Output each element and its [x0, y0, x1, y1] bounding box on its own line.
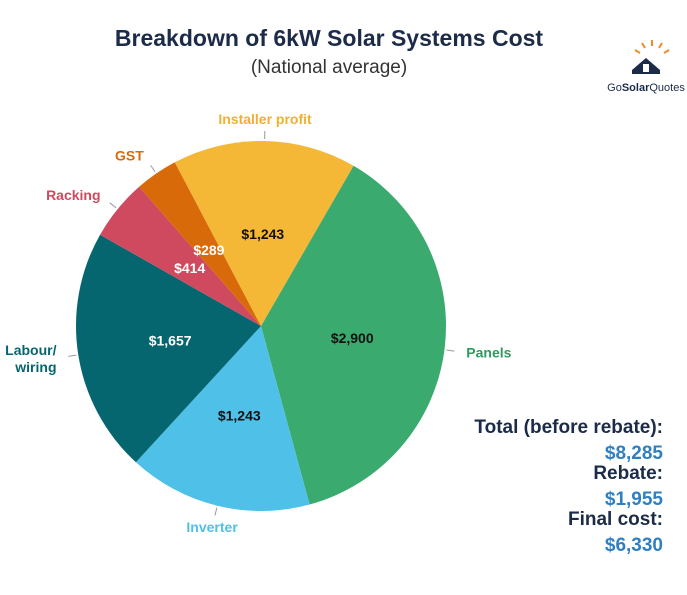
category-label: Inverter — [186, 519, 238, 535]
value-label: $2,900 — [331, 330, 374, 346]
pie-slice — [135, 326, 310, 511]
summary-value: $8,285 — [604, 443, 663, 464]
leader-line — [446, 349, 455, 352]
value-label: $414 — [174, 260, 205, 276]
pie-slice — [261, 165, 447, 505]
category-label: Installer profit — [218, 111, 312, 127]
summary-label: Rebate: — [593, 463, 663, 484]
logo-text: GoSolarQuotes — [607, 82, 685, 94]
value-label: $1,657 — [149, 332, 192, 348]
category-label: Panels — [466, 345, 511, 361]
pie-slice — [100, 186, 261, 326]
chart-title: Breakdown of 6kW Solar Systems Cost — [115, 25, 544, 51]
pie-slice — [75, 234, 262, 463]
leader-line — [68, 354, 77, 357]
pie-slice — [174, 141, 354, 326]
leader-line — [214, 507, 218, 516]
category-label: Labour/wiring — [5, 342, 56, 375]
pie-slice — [139, 162, 261, 326]
logo-part: Quotes — [649, 82, 685, 94]
value-label: $289 — [193, 242, 224, 258]
category-label: Racking — [46, 187, 100, 203]
leader-line — [150, 164, 156, 173]
summary-label: Final cost: — [567, 509, 663, 530]
summary-label: Total (before rebate): — [474, 417, 663, 438]
summary-value: $6,330 — [604, 535, 663, 556]
chart-subtitle: (National average) — [251, 57, 407, 78]
category-label: GST — [115, 147, 144, 163]
summary-value: $1,955 — [604, 489, 663, 510]
logo-icon — [632, 40, 670, 74]
logo-part: Solar — [622, 82, 650, 94]
value-label: $1,243 — [218, 407, 261, 423]
value-label: $1,243 — [241, 226, 284, 242]
leader-line — [109, 202, 117, 209]
logo-part: Go — [607, 82, 622, 94]
